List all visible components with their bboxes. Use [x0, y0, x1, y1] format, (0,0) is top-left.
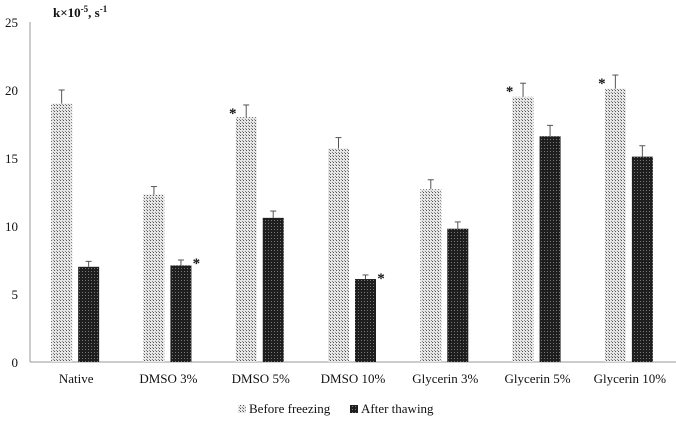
bar-after-thawing [262, 217, 284, 362]
bar-after-thawing [631, 156, 653, 362]
legend-label: After thawing [361, 401, 434, 416]
y-tick-label: 15 [5, 151, 18, 166]
x-tick-label: Glycerin 10% [594, 371, 667, 386]
bar-after-thawing [539, 136, 561, 362]
bar-before-freezing [235, 117, 257, 362]
x-tick-label: Glycerin 5% [505, 371, 571, 386]
bar-after-thawing [78, 266, 100, 362]
y-tick-label: 20 [5, 83, 18, 98]
significance-marker: * [229, 106, 237, 122]
bar-before-freezing [328, 148, 349, 362]
bar-before-freezing [512, 96, 534, 363]
bar-before-freezing [51, 103, 73, 362]
bar-after-thawing [170, 265, 192, 362]
y-tick-label: 25 [5, 15, 18, 30]
legend-swatch [238, 405, 246, 413]
y-axis-label: k×10-5, s-1 [53, 4, 108, 20]
legend-label: Before freezing [249, 401, 331, 416]
x-tick-label: DMSO 3% [139, 371, 197, 386]
significance-marker: * [377, 271, 385, 287]
legend-swatch [350, 405, 358, 413]
y-tick-label: 10 [5, 219, 18, 234]
x-tick-label: Native [59, 371, 94, 386]
x-tick-label: Glycerin 3% [412, 371, 478, 386]
y-tick-label: 5 [12, 287, 19, 302]
y-tick-label: 0 [12, 355, 19, 370]
significance-marker: * [193, 256, 201, 272]
bar-before-freezing [143, 194, 165, 362]
bar-before-freezing [604, 88, 626, 362]
x-tick-label: DMSO 5% [232, 371, 290, 386]
bar-after-thawing [447, 228, 469, 362]
significance-marker: * [506, 84, 514, 100]
x-tick-label: DMSO 10% [321, 371, 386, 386]
bar-before-freezing [420, 189, 442, 362]
bar-after-thawing [355, 279, 376, 362]
significance-marker: * [598, 76, 606, 92]
